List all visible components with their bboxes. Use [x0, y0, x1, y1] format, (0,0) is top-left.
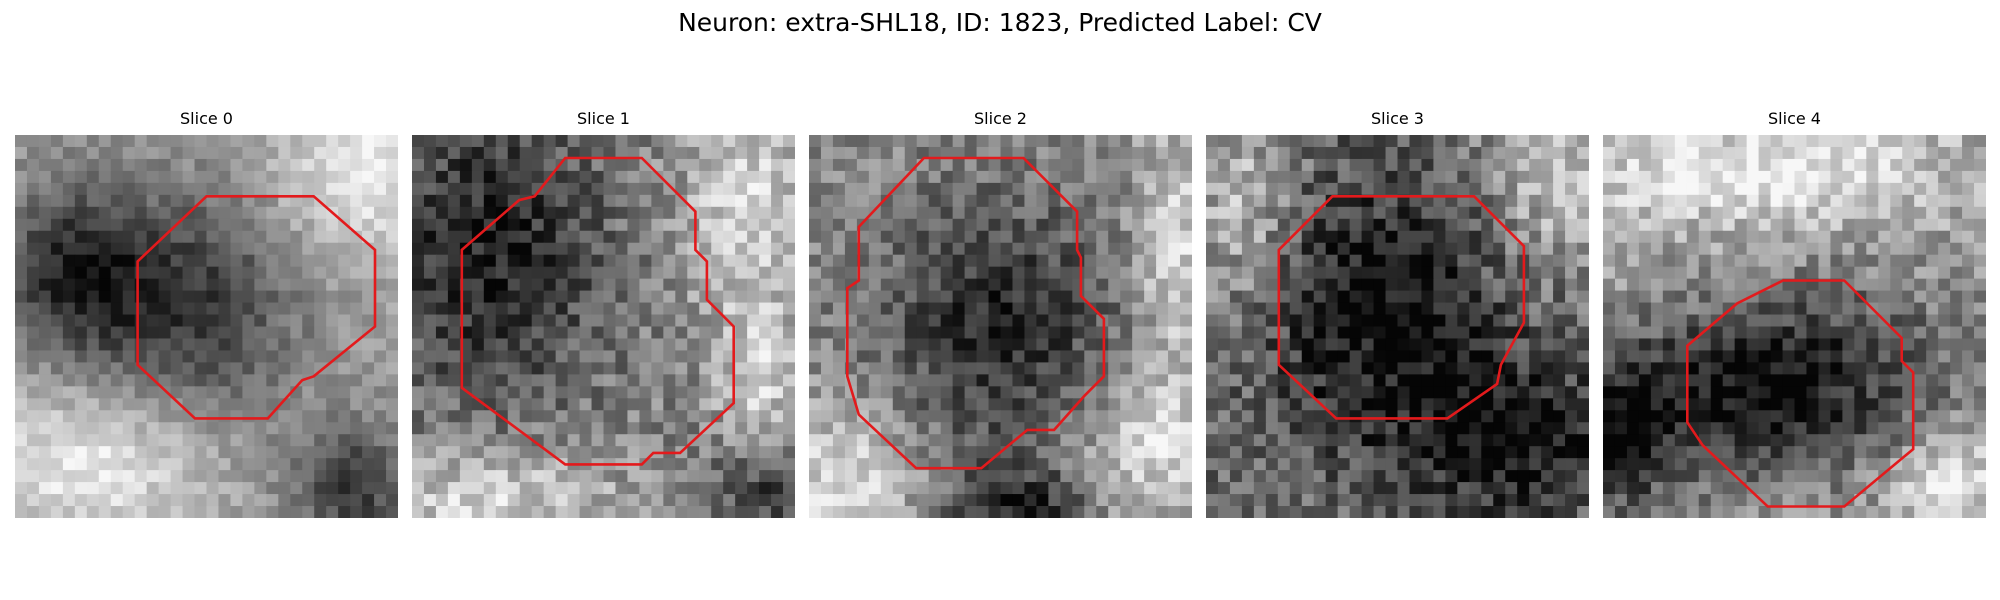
roi-contour — [460, 156, 736, 466]
slice-panel-3: Slice 3 — [1206, 108, 1589, 518]
slice-image — [809, 135, 1192, 518]
slice-panel-1: Slice 1 — [412, 108, 795, 518]
roi-contour — [1686, 279, 1915, 508]
slice-title: Slice 2 — [974, 109, 1027, 128]
figure-title: Neuron: extra-SHL18, ID: 1823, Predicted… — [678, 8, 1322, 37]
grayscale-microscopy-image — [809, 135, 1192, 518]
slice-panel-4: Slice 4 — [1603, 108, 1986, 518]
grayscale-microscopy-image — [1206, 135, 1589, 518]
slice-image — [15, 135, 398, 518]
slice-panel-0: Slice 0 — [15, 108, 398, 518]
roi-contour — [845, 156, 1106, 470]
slice-title: Slice 1 — [577, 109, 630, 128]
slice-panel-2: Slice 2 — [809, 108, 1192, 518]
slice-title: Slice 3 — [1371, 109, 1424, 128]
slice-title: Slice 0 — [180, 109, 233, 128]
slice-image — [1206, 135, 1589, 518]
grayscale-microscopy-image — [412, 135, 795, 518]
grayscale-microscopy-image — [15, 135, 398, 518]
slice-image — [412, 135, 795, 518]
roi-contour — [136, 194, 377, 420]
slice-image — [1603, 135, 1986, 518]
grayscale-microscopy-image — [1603, 135, 1986, 518]
slice-title: Slice 4 — [1768, 109, 1821, 128]
roi-contour — [1277, 194, 1526, 420]
